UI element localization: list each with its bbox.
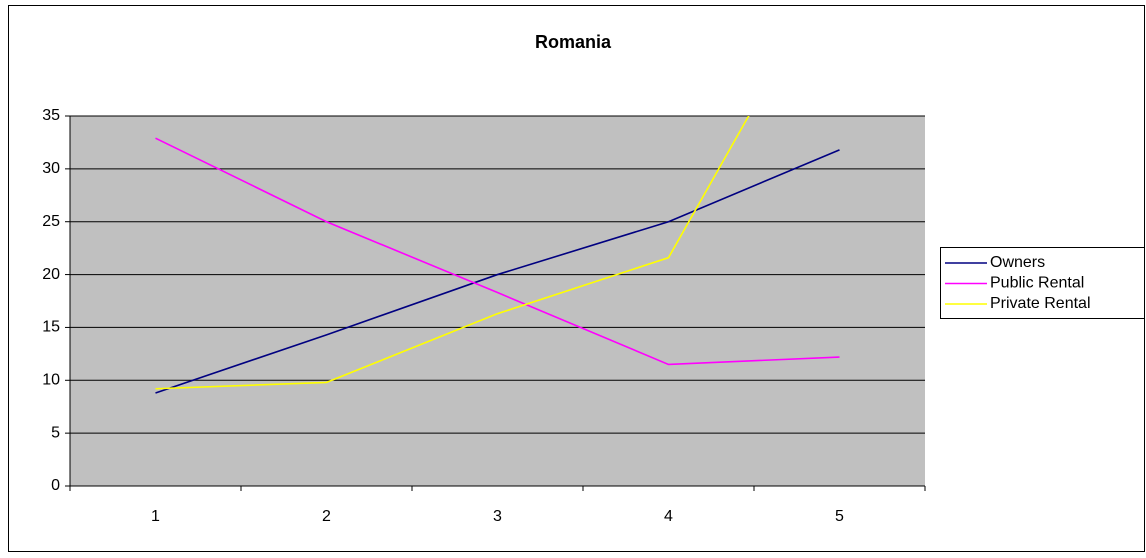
x-tick-label: 2 — [322, 508, 331, 525]
y-tick-label: 20 — [42, 266, 60, 283]
y-tick-label: 0 — [51, 477, 60, 494]
series-line — [155, 137, 840, 366]
x-tick-label: 4 — [664, 508, 673, 525]
y-tick-label: 30 — [42, 160, 60, 177]
plot-area — [70, 116, 925, 486]
legend-label: Public Rental — [990, 275, 1084, 292]
series-line — [155, 116, 750, 390]
y-tick-label: 35 — [42, 107, 60, 124]
series-line — [155, 149, 840, 394]
legend-label: Private Rental — [990, 295, 1091, 312]
legend-label: Owners — [990, 254, 1045, 271]
axes: 0 5 10 15 20 25 30 35 1 2 3 4 5 — [42, 107, 926, 525]
y-tick-label: 25 — [42, 213, 60, 230]
x-tick-label: 3 — [493, 508, 502, 525]
y-tick-label: 15 — [42, 319, 60, 336]
legend: Owners Public Rental Private Rental — [945, 254, 1091, 312]
legend-box — [940, 247, 1145, 319]
x-tick-label: 5 — [835, 508, 844, 525]
x-tick-label: 1 — [151, 508, 160, 525]
y-tick-label: 10 — [42, 372, 60, 389]
series-lines — [155, 116, 840, 394]
chart-title: Romania — [535, 32, 612, 52]
y-tick-label: 5 — [51, 424, 60, 441]
